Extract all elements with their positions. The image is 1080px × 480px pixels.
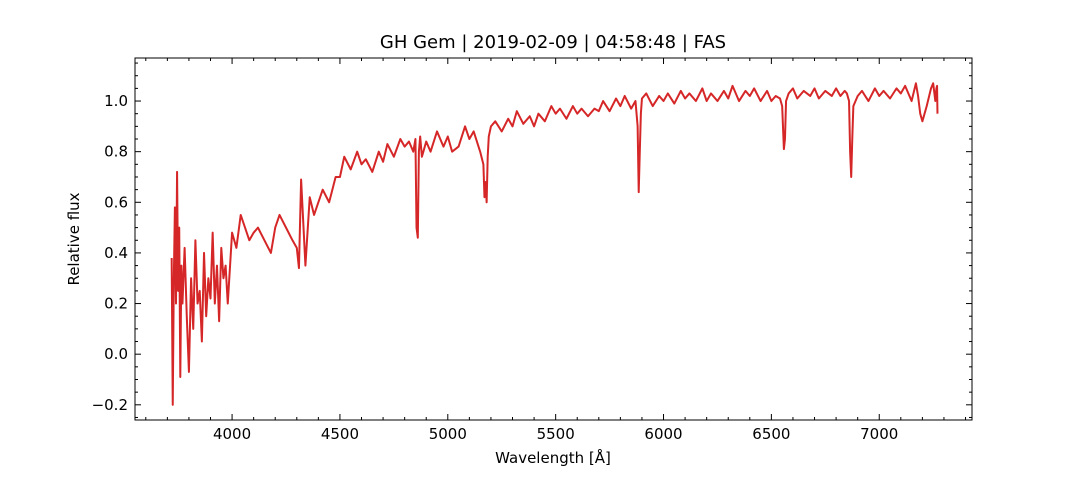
x-tick-label: 5000 [429, 425, 467, 443]
x-axis-label: Wavelength [Å] [495, 448, 611, 467]
x-tick-label: 6000 [644, 425, 682, 443]
y-tick-label: −0.2 [92, 396, 128, 414]
y-tick-label: 0.8 [104, 143, 128, 161]
x-tick-label: 4000 [213, 425, 251, 443]
y-axis-label: Relative flux [65, 192, 83, 285]
y-axis: −0.2 0.0 0.2 0.4 0.6 0.8 1.0 [92, 62, 972, 418]
x-tick-label: 6500 [752, 425, 790, 443]
y-tick-label: 1.0 [104, 92, 128, 110]
y-tick-label: 0.4 [104, 244, 128, 262]
plot-area [134, 57, 973, 421]
x-tick-label: 5500 [537, 425, 575, 443]
x-tick-label: 7000 [860, 425, 898, 443]
y-tick-label: 0.0 [104, 345, 128, 363]
chart-title: GH Gem | 2019-02-09 | 04:58:48 | FAS [380, 32, 726, 53]
y-tick-label: 0.6 [104, 193, 128, 211]
x-axis: 4000 4500 5000 5500 6000 6500 7000 [145, 58, 967, 443]
y-tick-label: 0.2 [104, 295, 128, 313]
series-line-spectrum [170, 82, 939, 406]
plot-frame [134, 57, 973, 421]
x-tick-label: 4500 [321, 425, 359, 443]
